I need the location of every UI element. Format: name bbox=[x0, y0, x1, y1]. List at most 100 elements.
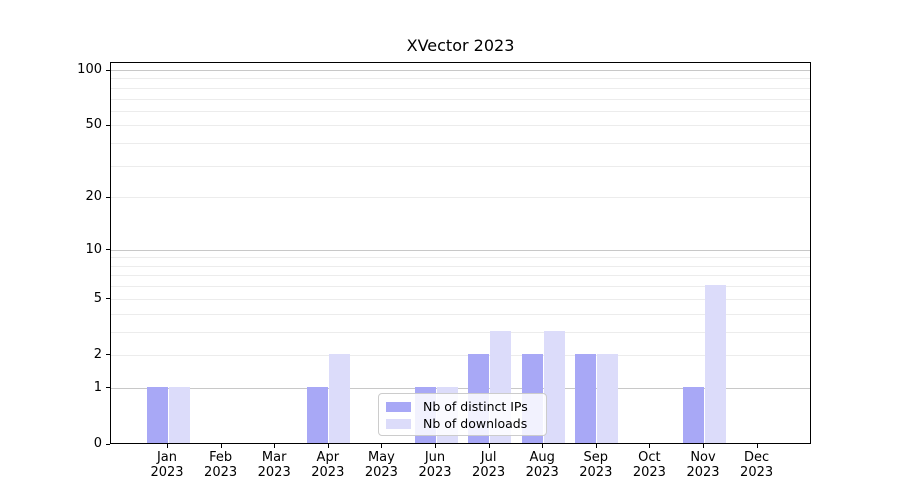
x-tick-year: 2023 bbox=[579, 465, 613, 480]
x-tick-month: May bbox=[367, 450, 395, 465]
gridline-minor-5 bbox=[111, 298, 810, 300]
x-tick-month: Sep bbox=[583, 450, 609, 465]
legend-item-distinct-ips: Nb of distinct IPs bbox=[386, 398, 546, 415]
x-axis-tick-label-oct: Oct 2023 bbox=[619, 450, 679, 480]
y-axis-tick-mark bbox=[106, 249, 110, 251]
y-axis-tick-mark bbox=[106, 124, 110, 126]
gridline-minor-3 bbox=[111, 331, 810, 333]
x-axis-tick-label-aug: Aug 2023 bbox=[512, 450, 572, 480]
x-tick-year: 2023 bbox=[311, 465, 345, 480]
gridline-minor-30 bbox=[111, 165, 810, 167]
x-tick-month: Jan bbox=[156, 450, 178, 465]
y-axis-tick-mark bbox=[106, 69, 110, 71]
y-axis-tick-mark bbox=[106, 298, 110, 300]
bar-downloads-apr bbox=[329, 353, 351, 443]
legend-label-distinct-ips: Nb of distinct IPs bbox=[423, 399, 528, 414]
x-axis-tick-label-feb: Feb 2023 bbox=[191, 450, 251, 480]
gridline-major-100 bbox=[111, 70, 810, 71]
x-tick-year: 2023 bbox=[204, 465, 238, 480]
x-axis-tick-mark bbox=[220, 444, 222, 448]
x-axis-tick-mark bbox=[167, 444, 168, 448]
y-axis-tick-label-50: 50 bbox=[85, 117, 102, 133]
x-axis-tick-mark bbox=[488, 444, 490, 448]
x-axis-tick-mark bbox=[381, 444, 383, 448]
x-axis-tick-mark bbox=[274, 444, 276, 448]
x-tick-year: 2023 bbox=[686, 465, 720, 480]
bar-distinct-ips-nov bbox=[682, 386, 704, 443]
x-tick-year: 2023 bbox=[740, 465, 774, 480]
gridline-minor-20 bbox=[111, 197, 810, 199]
y-axis-tick-label-2: 2 bbox=[93, 346, 102, 362]
gridline-major-10 bbox=[111, 249, 810, 251]
x-tick-month: Jul bbox=[480, 450, 497, 465]
x-axis-tick-mark bbox=[327, 444, 329, 448]
x-tick-year: 2023 bbox=[150, 465, 184, 480]
x-axis-tick-mark bbox=[595, 444, 597, 448]
x-axis-tick-label-apr: Apr 2023 bbox=[298, 450, 358, 480]
x-tick-month: Jun bbox=[424, 450, 446, 465]
x-axis-tick-label-sep: Sep 2023 bbox=[566, 450, 626, 480]
x-axis-tick-label-may: May 2023 bbox=[351, 450, 411, 480]
gridline-minor-2 bbox=[111, 354, 810, 356]
gridline-minor-9 bbox=[111, 257, 810, 259]
y-axis-tick-mark bbox=[106, 196, 110, 198]
y-axis-tick-label-0: 0 bbox=[93, 436, 102, 451]
bar-distinct-ips-apr bbox=[307, 386, 329, 443]
bar-distinct-ips-jan bbox=[146, 386, 168, 443]
y-axis-tick-mark bbox=[106, 443, 110, 445]
y-axis-tick-label-100: 100 bbox=[77, 62, 102, 77]
x-axis-tick-mark bbox=[435, 444, 436, 448]
y-axis-tick-label-10: 10 bbox=[85, 241, 102, 257]
gridline-minor-40 bbox=[111, 143, 810, 145]
x-axis-tick-label-dec: Dec 2023 bbox=[727, 450, 787, 480]
bar-distinct-ips-sep bbox=[575, 353, 597, 443]
gridline-minor-8 bbox=[111, 265, 810, 267]
y-axis-tick-label-5: 5 bbox=[93, 290, 102, 306]
x-tick-month: Mar bbox=[261, 450, 287, 465]
legend-swatch-downloads-icon bbox=[386, 418, 411, 429]
gridline-minor-4 bbox=[111, 313, 810, 315]
x-tick-month: Apr bbox=[316, 450, 340, 465]
gridline-minor-70 bbox=[111, 98, 810, 100]
bar-downloads-sep bbox=[597, 353, 619, 443]
x-axis-tick-label-jul: Jul 2023 bbox=[459, 450, 519, 480]
x-axis-tick-label-jan: Jan 2023 bbox=[137, 450, 197, 480]
gridline-minor-90 bbox=[111, 78, 810, 80]
x-axis-tick-label-mar: Mar 2023 bbox=[244, 450, 304, 480]
x-axis-tick-label-jun: Jun 2023 bbox=[405, 450, 465, 480]
legend-item-downloads: Nb of downloads bbox=[386, 415, 546, 432]
x-tick-year: 2023 bbox=[257, 465, 291, 480]
x-tick-month: Nov bbox=[690, 450, 716, 465]
bar-downloads-nov bbox=[704, 285, 726, 443]
y-axis-tick-label-20: 20 bbox=[85, 189, 102, 205]
x-tick-year: 2023 bbox=[525, 465, 559, 480]
legend-swatch-distinct-ips-icon bbox=[386, 401, 411, 412]
x-tick-month: Dec bbox=[744, 450, 770, 465]
y-axis-tick-mark bbox=[106, 354, 110, 356]
y-axis-tick-label-1: 1 bbox=[93, 379, 102, 395]
x-tick-year: 2023 bbox=[418, 465, 452, 480]
gridline-minor-80 bbox=[111, 87, 810, 89]
plot-area bbox=[110, 62, 811, 444]
gridline-major-1 bbox=[111, 387, 810, 389]
bar-downloads-jan bbox=[168, 386, 190, 443]
x-axis-tick-mark bbox=[542, 444, 544, 448]
x-tick-month: Aug bbox=[529, 450, 555, 465]
x-tick-year: 2023 bbox=[632, 465, 666, 480]
y-axis-tick-mark bbox=[106, 387, 110, 389]
x-axis-tick-label-nov: Nov 2023 bbox=[673, 450, 733, 480]
gridline-minor-6 bbox=[111, 286, 810, 288]
x-axis-tick-mark bbox=[756, 444, 758, 448]
gridline-minor-50 bbox=[111, 125, 810, 127]
x-axis-tick-mark bbox=[649, 444, 651, 448]
x-tick-month: Feb bbox=[209, 450, 233, 465]
legend: Nb of distinct IPs Nb of downloads bbox=[378, 393, 547, 436]
x-tick-year: 2023 bbox=[364, 465, 398, 480]
gridline-minor-60 bbox=[111, 110, 810, 112]
bar-downloads-aug bbox=[543, 330, 565, 443]
legend-label-downloads: Nb of downloads bbox=[423, 416, 528, 431]
x-tick-year: 2023 bbox=[472, 465, 506, 480]
chart-title: XVector 2023 bbox=[406, 36, 515, 55]
x-axis-tick-mark bbox=[703, 444, 704, 448]
